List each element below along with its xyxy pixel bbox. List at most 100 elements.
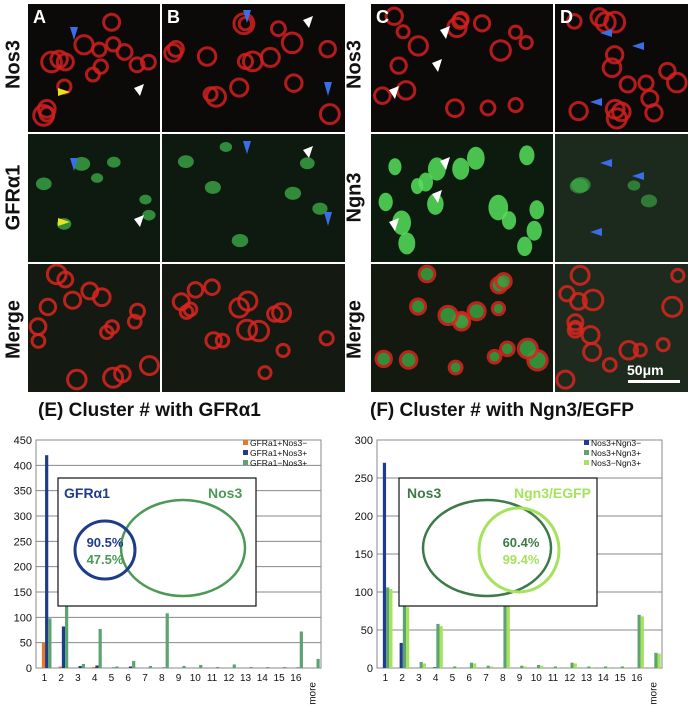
merge-cell: [466, 301, 487, 322]
x-tick-label: more: [308, 682, 319, 705]
x-tick-label: 2: [58, 673, 64, 684]
merge-cell: [182, 301, 199, 318]
x-tick-label: 16: [290, 673, 302, 684]
chart-f-title: (F) Cluster # with Ngn3/EGFP: [370, 400, 634, 422]
bar: [419, 661, 423, 668]
nos3-cell: [568, 100, 589, 122]
gfp-cell: [139, 194, 152, 205]
ngn3-cell: [388, 158, 402, 176]
bar: [453, 666, 457, 668]
nos3-cell: [229, 77, 250, 98]
bar: [503, 602, 507, 668]
merge-cell: [204, 331, 223, 350]
yellow-arrowhead: [58, 88, 70, 96]
bar: [162, 667, 166, 668]
merge-cell: [555, 369, 576, 390]
bar: [128, 666, 133, 668]
venn-pct-top: 90.5%: [87, 535, 124, 550]
arrowhead-overlay: [58, 10, 680, 383]
venn-nos3-circle: [119, 498, 247, 598]
blue-arrowhead: [243, 10, 251, 23]
merge-cell: [102, 366, 125, 389]
nos3-cell: [115, 43, 134, 61]
x-tick-label: 10: [531, 673, 543, 684]
bar: [654, 652, 658, 668]
bar: [148, 665, 153, 668]
x-tick-label: 9: [517, 673, 523, 684]
merge-cell: [499, 340, 516, 358]
bar: [637, 614, 641, 668]
blue-arrowhead: [590, 98, 602, 106]
merge-cell: [516, 337, 539, 360]
nos3-cell: [389, 56, 408, 75]
nos3-cell: [232, 12, 256, 36]
nos3-cell: [163, 43, 183, 63]
bar: [556, 667, 561, 668]
venn-ngn3-circle: [477, 506, 561, 594]
legend-swatch: [584, 440, 589, 445]
bar: [402, 604, 407, 668]
legend-entry: GFRa1−Nos3+: [250, 458, 307, 468]
ngn3-cell: [378, 192, 393, 212]
y-tick-label: 250: [355, 473, 373, 485]
merge-cell: [186, 281, 205, 299]
x-tick-label: 7: [142, 673, 148, 684]
nos3-cell: [166, 40, 185, 58]
bar: [620, 666, 624, 668]
y-tick-label: 50: [361, 625, 373, 637]
merge-cell: [661, 295, 684, 318]
bar: [436, 623, 440, 668]
venn-gfra1-circle: [73, 519, 137, 581]
yellow-arrowhead: [58, 218, 70, 226]
bar: [215, 666, 220, 668]
bar: [232, 664, 236, 668]
merge-cell: [569, 264, 591, 286]
bar: [536, 664, 541, 668]
bar: [456, 667, 460, 668]
merge-cell: [581, 288, 605, 312]
merge-cell: [247, 319, 271, 343]
bar: [553, 666, 557, 668]
y-tick-label: 200: [355, 511, 373, 523]
blue-arrowhead: [324, 82, 332, 96]
nos3-cell: [40, 50, 63, 74]
gfp-cell: [35, 177, 52, 191]
gfp-cell: [284, 186, 302, 200]
nos3-cell: [205, 85, 228, 108]
tile-A-gfra1: [28, 134, 160, 262]
white-arrowhead: [432, 190, 442, 203]
bar: [640, 616, 644, 668]
y-tick-label: 300: [14, 511, 32, 523]
merge-cell: [486, 348, 503, 365]
merge-cell: [566, 313, 585, 332]
merge-cell: [126, 313, 143, 330]
bar: [182, 665, 186, 668]
bar: [299, 631, 303, 668]
merge-cell: [237, 290, 259, 312]
nos3-cell: [270, 20, 287, 38]
blue-arrowhead: [324, 212, 332, 226]
nos3-cell: [604, 98, 626, 120]
white-arrowhead: [303, 16, 313, 28]
bar: [199, 664, 203, 668]
white-arrowhead: [440, 157, 450, 170]
gfp-cell: [627, 180, 641, 191]
y-tick-label: 150: [355, 549, 373, 561]
legend-swatch: [243, 460, 248, 465]
nos3-cell: [280, 31, 304, 55]
legend-entry: GFRa1+Nos3+: [250, 448, 307, 458]
venn-nos3-circle: [421, 498, 553, 598]
ngn3-cell: [488, 194, 509, 221]
bar: [523, 666, 527, 668]
x-tick-label: more: [649, 682, 660, 705]
scale-bar-label: 50μm: [627, 362, 664, 378]
nos3-cell: [603, 10, 627, 34]
y-tick-label: 400: [14, 460, 32, 472]
nos3-cell: [102, 12, 122, 32]
ngn3-cell: [418, 172, 434, 192]
x-tick-label: 15: [274, 673, 286, 684]
tile-B-nos3: [162, 4, 345, 132]
merge-cell: [66, 368, 88, 391]
